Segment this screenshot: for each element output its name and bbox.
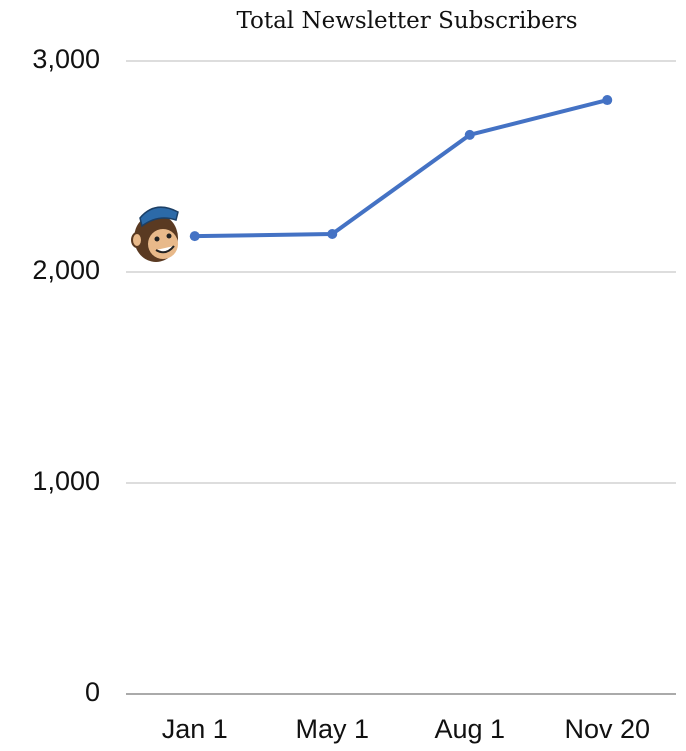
y-tick-label: 2,000 (32, 255, 100, 285)
data-point (465, 130, 475, 140)
y-tick-label: 1,000 (32, 466, 100, 496)
x-tick-label: Jan 1 (162, 714, 228, 744)
page: Total Newsletter Subscribers 0 1,000 2,000… (0, 0, 686, 751)
data-point (327, 229, 337, 239)
chart: Total Newsletter Subscribers 0 1,000 2,000… (0, 0, 686, 751)
y-tick-label: 0 (85, 677, 100, 707)
series-line (195, 100, 608, 236)
chart-title: Total Newsletter Subscribers (236, 8, 577, 34)
data-point (602, 95, 612, 105)
data-point (190, 231, 200, 241)
y-tick-label: 3,000 (32, 44, 100, 74)
x-tick-label: Aug 1 (434, 714, 505, 744)
mascot-icon (132, 207, 178, 262)
x-tick-label: May 1 (295, 714, 369, 744)
x-tick-label: Nov 20 (564, 714, 650, 744)
